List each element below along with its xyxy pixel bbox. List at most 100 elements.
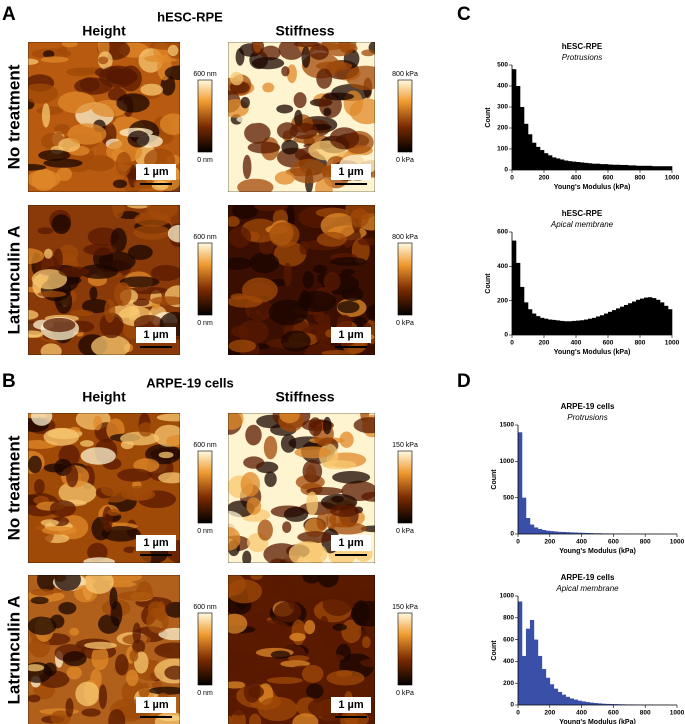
- image-feature: [228, 413, 244, 430]
- image-feature: [320, 212, 357, 239]
- image-feature: [241, 277, 278, 303]
- histogram-bar: [521, 497, 527, 534]
- y-tick-label: 200: [503, 680, 514, 687]
- image-feature: [38, 149, 71, 161]
- image-feature: [93, 415, 102, 431]
- scale-label-bg: [331, 164, 371, 180]
- image-feature: [361, 49, 375, 57]
- y-tick-label: 500: [503, 494, 514, 501]
- colorbar-max: 600 nm: [193, 71, 217, 78]
- image-feature: [50, 500, 76, 517]
- histogram-bar: [560, 320, 565, 335]
- y-tick-label: 100: [497, 146, 508, 153]
- histogram-bar: [668, 309, 673, 335]
- image-feature: [296, 595, 319, 607]
- image-feature: [79, 440, 94, 447]
- colorbar-max: 600 nm: [193, 234, 217, 241]
- histogram-bar: [520, 286, 525, 335]
- image-feature: [132, 622, 142, 644]
- image-feature: [66, 666, 82, 680]
- image-feature: [83, 243, 117, 256]
- chart-subtitle: Apical membrane: [555, 584, 619, 593]
- image-feature: [43, 427, 80, 446]
- image-feature: [318, 615, 330, 639]
- image-feature: [264, 471, 277, 488]
- image-feature: [127, 244, 153, 260]
- histogram-bar: [612, 310, 617, 335]
- x-tick-label: 800: [635, 340, 646, 347]
- histogram-bar: [512, 69, 517, 170]
- image-feature: [66, 67, 95, 77]
- histogram-bar: [544, 318, 549, 335]
- scale-label-bg: [136, 535, 176, 551]
- image-feature: [357, 238, 375, 246]
- histogram-bar: [664, 305, 669, 335]
- scale-bar-label: 1 µm: [338, 537, 364, 549]
- histogram-bar: [573, 532, 578, 534]
- histogram-bar: [536, 316, 541, 335]
- image-feature: [247, 141, 281, 154]
- scale-label-bg: [331, 535, 371, 551]
- colorbar: [197, 79, 213, 153]
- image-feature: [61, 42, 78, 48]
- colorbar-max: 800 kPa: [392, 234, 418, 241]
- image-feature: [121, 488, 156, 501]
- y-axis-label: Count: [485, 107, 492, 128]
- x-tick-label: 1000: [665, 175, 680, 182]
- histogram-bar: [652, 166, 657, 170]
- image-feature: [112, 179, 128, 189]
- image-feature: [28, 455, 42, 474]
- image-feature: [322, 592, 353, 617]
- image-feature: [112, 205, 125, 219]
- histogram-bar: [597, 703, 602, 705]
- y-tick-label: 800: [503, 615, 514, 622]
- image-feature: [75, 681, 100, 707]
- image-feature: [341, 268, 355, 276]
- image-feature: [69, 309, 94, 317]
- image-feature: [315, 178, 333, 192]
- image-feature: [158, 451, 174, 459]
- histogram-bar: [620, 306, 625, 335]
- histogram-bar: [540, 317, 545, 335]
- histogram-bar: [580, 320, 585, 335]
- image-feature: [291, 619, 306, 646]
- image-feature: [148, 686, 180, 695]
- histogram-bar: [640, 165, 645, 170]
- image-feature: [30, 588, 55, 596]
- image-feature: [329, 504, 360, 517]
- image-feature: [251, 57, 285, 70]
- image-feature: [288, 541, 328, 563]
- y-tick-label: 1000: [500, 593, 515, 600]
- y-tick-label: 1000: [500, 458, 515, 465]
- x-tick-label: 400: [571, 175, 582, 182]
- image-feature: [164, 65, 180, 81]
- x-tick-label: 800: [635, 175, 646, 182]
- image-feature: [301, 46, 311, 68]
- image-feature: [302, 271, 314, 289]
- image-feature: [301, 664, 324, 683]
- x-tick-label: 600: [603, 340, 614, 347]
- image-feature: [257, 696, 298, 721]
- image-feature: [338, 42, 351, 53]
- colorbar: [197, 612, 213, 686]
- histogram-bar: [601, 703, 606, 705]
- histogram-bar: [584, 319, 589, 335]
- image-feature: [297, 531, 334, 544]
- colorbar: [397, 79, 413, 153]
- image-feature: [228, 226, 252, 248]
- image-feature: [159, 113, 180, 135]
- image-feature: [99, 65, 136, 88]
- x-tick-label: 400: [576, 710, 587, 717]
- histogram-bar: [529, 524, 535, 534]
- image-feature: [57, 46, 68, 55]
- histogram-bar: [557, 531, 563, 534]
- image-feature: [118, 590, 154, 601]
- image-feature: [28, 163, 47, 171]
- x-tick-label: 600: [603, 175, 614, 182]
- histogram-bar: [589, 702, 594, 705]
- histogram-bar: [608, 311, 613, 335]
- x-tick-label: 400: [576, 539, 587, 546]
- image-feature: [99, 312, 124, 339]
- image-feature: [31, 269, 68, 290]
- histogram-bar: [592, 163, 597, 170]
